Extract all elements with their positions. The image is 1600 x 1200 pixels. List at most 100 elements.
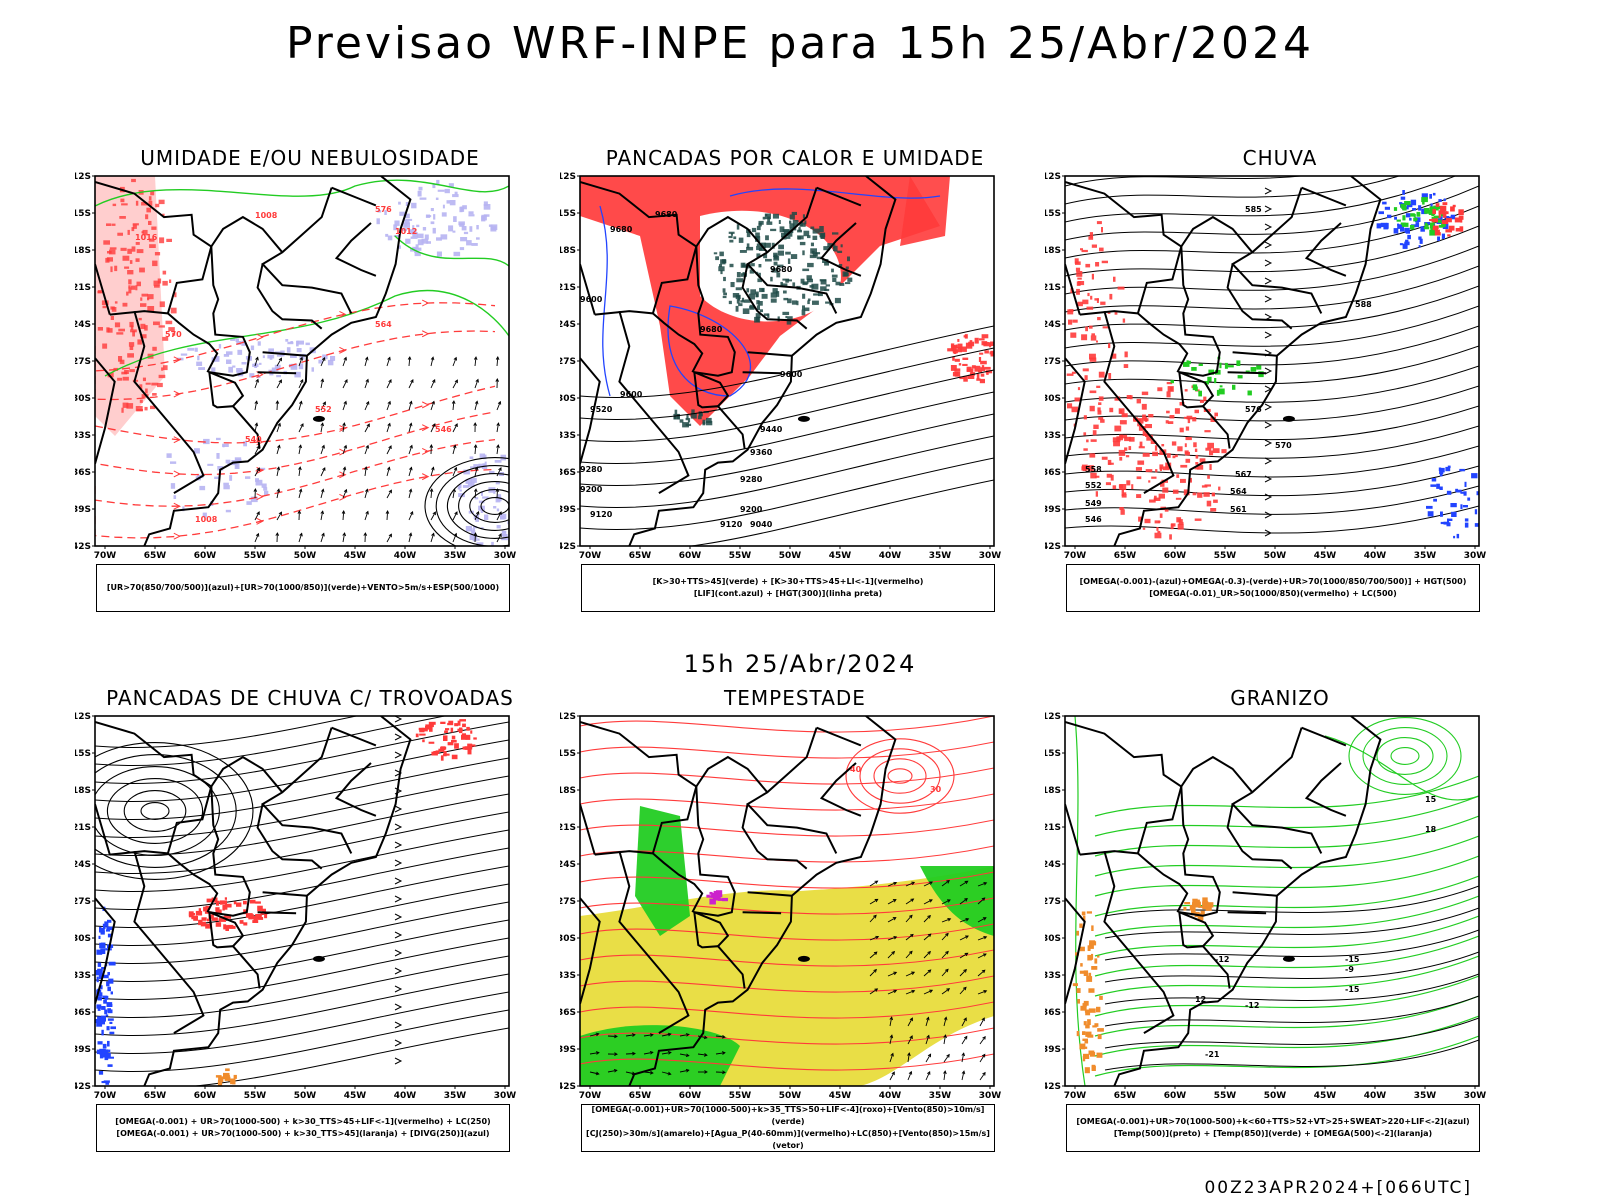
lat-tick-label: 24S — [75, 860, 91, 870]
country-border — [1065, 897, 1086, 1005]
contour-label: 40 — [850, 765, 862, 774]
country-border — [747, 351, 792, 357]
lon-tick-label: 70W — [94, 1091, 117, 1101]
contour-label: 9440 — [760, 425, 783, 434]
lat-tick-label: 33S — [75, 431, 91, 441]
contour-label: 9600 — [780, 370, 803, 379]
lon-tick-label: 60W — [194, 551, 217, 561]
contour-label: 9520 — [590, 405, 613, 414]
lat-tick-label: 21S — [75, 283, 91, 293]
country-border — [816, 186, 862, 207]
lon-tick-label: 30W — [979, 1091, 1002, 1101]
country-border — [693, 911, 730, 947]
country-border — [1304, 762, 1347, 817]
country-border — [262, 891, 307, 897]
lon-tick-label: 40W — [1364, 1091, 1387, 1101]
country-border — [618, 850, 690, 1034]
country-border — [1137, 312, 1189, 373]
contour-label: 9600 — [580, 295, 603, 304]
lat-tick-label: 24S — [75, 320, 91, 330]
coastline — [143, 176, 412, 546]
lon-tick-label: 55W — [244, 551, 267, 561]
legend-box: [K>30+TTS>45](verde) + [K>30+TTS>45+LI<-… — [581, 564, 995, 612]
country-border — [167, 852, 219, 913]
country-border — [1065, 803, 1081, 855]
contour-label: 564 — [1230, 487, 1247, 496]
lon-tick-label: 35W — [444, 551, 467, 561]
lat-tick-label: 30S — [560, 934, 576, 944]
lon-tick-label: 35W — [1414, 551, 1437, 561]
country-border — [1227, 911, 1267, 915]
country-border — [256, 803, 323, 870]
lat-tick-label: 42S — [75, 1082, 91, 1092]
coastline — [628, 716, 897, 1086]
lat-tick-label: 36S — [560, 468, 576, 478]
lon-tick-label: 65W — [1114, 551, 1137, 561]
country-border — [1065, 357, 1086, 465]
contour-label: 546 — [1085, 515, 1102, 524]
country-border — [580, 803, 596, 855]
lon-tick-label: 70W — [1064, 551, 1087, 561]
country-border — [580, 180, 746, 449]
lat-tick-label: 15S — [560, 749, 576, 759]
contour-label: 549 — [1085, 499, 1102, 508]
country-border — [816, 726, 862, 747]
country-border — [819, 762, 862, 817]
legend-box: [OMEGA(-0.001)+UR>70(1000-500)+k>35_TTS>… — [581, 1104, 995, 1152]
country-border — [95, 180, 261, 449]
lon-tick-label: 35W — [444, 1091, 467, 1101]
country-border — [1103, 310, 1175, 494]
lat-tick-label: 12S — [1045, 712, 1061, 722]
lat-tick-label: 33S — [1045, 971, 1061, 981]
country-border — [594, 246, 698, 316]
contour-label: 585 — [1245, 205, 1262, 214]
country-border — [334, 762, 377, 817]
lat-tick-label: 30S — [1045, 934, 1061, 944]
lat-tick-label: 18S — [560, 246, 576, 256]
country-border — [741, 803, 808, 870]
coastline — [1113, 176, 1382, 546]
country-border — [580, 357, 601, 465]
lon-tick-label: 45W — [829, 551, 852, 561]
country-border — [652, 852, 704, 913]
lat-tick-label: 42S — [1045, 542, 1061, 552]
country-border — [95, 263, 111, 315]
lon-tick-label: 70W — [579, 551, 602, 561]
lat-tick-label: 42S — [75, 542, 91, 552]
lat-tick-label: 24S — [1045, 320, 1061, 330]
panel-title: PANCADAS POR CALOR E UMIDADE — [605, 146, 985, 170]
contour-label: 9280 — [740, 475, 763, 484]
coastline — [1113, 716, 1382, 1086]
lon-tick-label: 50W — [779, 1091, 802, 1101]
lat-tick-label: 39S — [75, 1045, 91, 1055]
contour-label: 9040 — [750, 520, 773, 529]
contour-label: 567 — [1235, 470, 1252, 479]
country-border — [256, 263, 323, 330]
lat-tick-label: 30S — [1045, 394, 1061, 404]
country-border — [261, 727, 353, 854]
contour-label: 9200 — [580, 485, 603, 494]
country-border — [1079, 246, 1183, 316]
country-border — [334, 222, 377, 277]
lat-tick-label: 18S — [75, 246, 91, 256]
lon-tick-label: 60W — [1164, 551, 1187, 561]
legend-line: [Temp(500)](preto) + [Temp(850)](verde) … — [1113, 1129, 1433, 1138]
lat-tick-label: 30S — [560, 394, 576, 404]
country-border — [594, 786, 698, 856]
contour-label: 15 — [1425, 795, 1437, 804]
lat-tick-label: 18S — [1045, 786, 1061, 796]
lat-tick-label: 27S — [1045, 357, 1061, 367]
country-border — [742, 911, 782, 915]
map-umidade: 1008 1012 1016 570 576 564 552 546 540 1008 12S 15S… — [75, 172, 516, 561]
panel-pancadas-calor: PANCADAS POR CALOR E UMIDADE 9680 9680 960… — [560, 146, 1030, 626]
lat-tick-label: 24S — [1045, 860, 1061, 870]
contour-label: 570 — [165, 330, 182, 339]
lat-tick-label: 12S — [75, 172, 91, 182]
contour-label: 9360 — [750, 448, 773, 457]
legend-box: [OMEGA(-0.001)+UR>70(1000-500)+k<60+TTS>… — [1066, 1104, 1480, 1152]
country-border — [208, 371, 245, 407]
lat-tick-label: 39S — [560, 505, 576, 515]
lon-tick-label: 40W — [1364, 551, 1387, 561]
coastline — [628, 176, 897, 546]
lat-tick-label: 36S — [75, 1008, 91, 1018]
